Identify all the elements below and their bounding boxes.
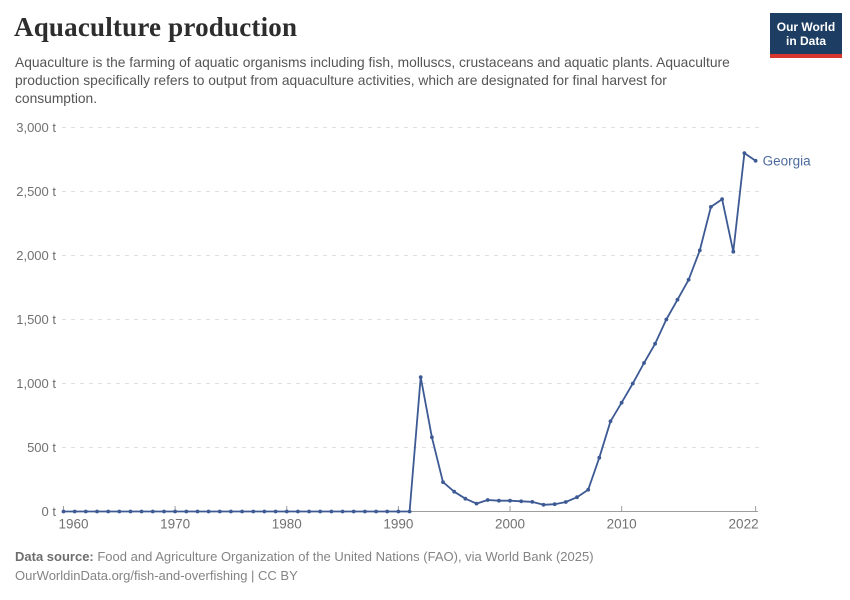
data-point[interactable]	[251, 509, 256, 514]
entity-label[interactable]: Georgia	[763, 153, 812, 168]
chart-plot-area[interactable]: 0 t 500 t 1,000 t 1,500 t 2,000 t 2,500 t 3,00…	[0, 113, 850, 545]
x-axis-tick-label: 1970	[160, 517, 190, 532]
data-point[interactable]	[128, 509, 133, 514]
data-point[interactable]	[608, 419, 613, 424]
x-axis-tick-label: 2010	[607, 517, 637, 532]
data-point[interactable]	[530, 500, 535, 504]
data-point[interactable]	[474, 501, 479, 506]
x-axis-tick-label: 1980	[272, 517, 302, 532]
y-axis-tick-label: 2,500 t	[16, 184, 56, 199]
data-point[interactable]	[731, 249, 736, 254]
data-point[interactable]	[262, 509, 267, 514]
data-point[interactable]	[586, 487, 591, 492]
owid-logo-line2: in Data	[785, 34, 826, 48]
data-point[interactable]	[630, 381, 635, 386]
data-point[interactable]	[441, 480, 445, 484]
data-point[interactable]	[396, 509, 401, 514]
x-axis-tick-label: 2022	[729, 517, 759, 532]
data-point[interactable]	[497, 498, 501, 503]
data-point[interactable]	[217, 509, 222, 514]
data-point[interactable]	[742, 151, 747, 155]
data-point[interactable]	[597, 455, 602, 460]
x-axis-tick-label: 2000	[495, 517, 525, 532]
data-point[interactable]	[117, 509, 122, 514]
data-source-text: Food and Agriculture Organization of the…	[93, 549, 594, 564]
data-point[interactable]	[720, 197, 724, 202]
data-point[interactable]	[83, 509, 88, 514]
data-point[interactable]	[195, 509, 200, 514]
data-point[interactable]	[452, 489, 457, 494]
data-point[interactable]	[329, 509, 334, 514]
data-point[interactable]	[575, 495, 579, 500]
data-point[interactable]	[139, 509, 144, 514]
chart-subtitle: Aquaculture is the farming of aquatic or…	[15, 55, 730, 106]
data-point[interactable]	[418, 375, 423, 379]
data-point[interactable]	[340, 509, 345, 514]
line-chart[interactable]: 0 t 500 t 1,000 t 1,500 t 2,000 t 2,500 t 3,00…	[0, 113, 850, 545]
data-source-label: Data source:	[15, 549, 94, 564]
data-point[interactable]	[385, 509, 390, 514]
data-point[interactable]	[307, 509, 311, 514]
data-point[interactable]	[374, 509, 378, 514]
data-point[interactable]	[162, 509, 166, 514]
data-point[interactable]	[296, 509, 300, 514]
y-axis-tick-label: 1,500 t	[16, 312, 56, 327]
data-point[interactable]	[173, 509, 178, 514]
data-point[interactable]	[318, 509, 323, 514]
owid-logo[interactable]: Our World in Data	[770, 13, 842, 58]
y-axis-tick-label: 3,000 t	[16, 120, 56, 135]
data-point[interactable]	[184, 509, 189, 514]
data-point[interactable]	[541, 502, 546, 507]
data-point[interactable]	[273, 509, 278, 514]
license-line: OurWorldinData.org/fish-and-overfishing …	[15, 568, 298, 583]
data-source-line: Data source: Food and Agriculture Organi…	[15, 547, 835, 566]
data-line[interactable]	[62, 152, 757, 513]
data-point[interactable]	[351, 509, 356, 514]
data-point[interactable]	[463, 496, 468, 501]
data-point[interactable]	[653, 341, 657, 346]
data-point[interactable]	[72, 509, 77, 514]
data-point[interactable]	[519, 499, 524, 504]
data-point[interactable]	[552, 502, 557, 507]
data-point[interactable]	[664, 317, 669, 322]
page-title: Aquaculture production	[14, 12, 298, 42]
y-axis-tick-label: 500 t	[27, 440, 56, 455]
data-point[interactable]	[284, 509, 289, 514]
chart-footer: Data source: Food and Agriculture Organi…	[15, 547, 835, 585]
y-axis-tick-label: 0 t	[42, 504, 57, 519]
data-point[interactable]	[229, 509, 233, 514]
x-axis-tick-label: 1960	[59, 517, 89, 532]
data-point[interactable]	[407, 509, 412, 514]
data-point[interactable]	[753, 158, 758, 163]
data-point[interactable]	[206, 509, 211, 514]
data-point[interactable]	[150, 509, 155, 514]
data-point[interactable]	[363, 509, 367, 514]
data-point[interactable]	[508, 498, 512, 503]
data-point[interactable]	[686, 277, 691, 282]
y-axis-tick-label: 1,000 t	[16, 376, 56, 391]
data-point[interactable]	[240, 509, 245, 514]
data-point[interactable]	[430, 435, 434, 440]
data-point[interactable]	[709, 205, 713, 209]
data-point[interactable]	[697, 248, 702, 253]
y-axis-tick-label: 2,000 t	[16, 248, 56, 263]
data-point[interactable]	[485, 498, 490, 502]
data-point[interactable]	[675, 297, 680, 302]
data-point[interactable]	[61, 509, 66, 514]
owid-logo-line1: Our World	[776, 20, 836, 34]
data-point[interactable]	[106, 509, 111, 514]
x-axis-tick-label: 1990	[383, 517, 413, 532]
data-point[interactable]	[619, 400, 624, 405]
data-point[interactable]	[563, 500, 568, 504]
data-point[interactable]	[95, 509, 99, 514]
data-point[interactable]	[642, 361, 646, 365]
